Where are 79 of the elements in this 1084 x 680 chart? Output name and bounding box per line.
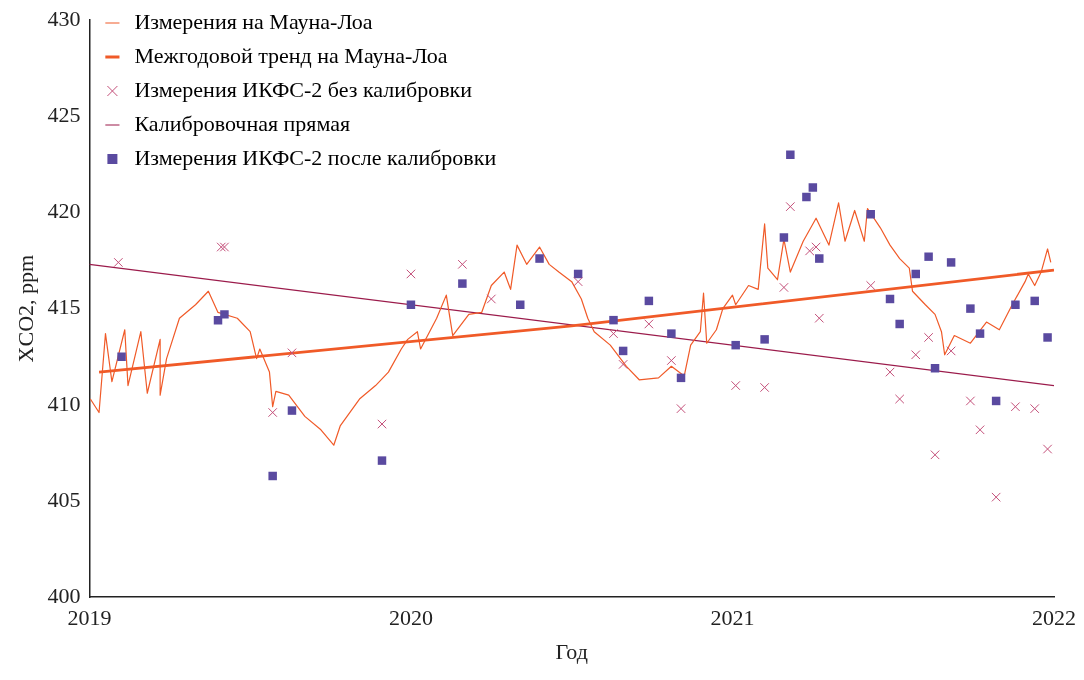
point bbox=[802, 192, 811, 202]
point bbox=[113, 257, 124, 268]
point bbox=[219, 242, 230, 252]
point bbox=[220, 310, 229, 319]
point bbox=[268, 471, 277, 481]
point bbox=[965, 396, 976, 406]
point bbox=[1043, 333, 1052, 342]
point bbox=[779, 233, 789, 242]
point bbox=[923, 332, 934, 343]
point bbox=[786, 150, 795, 159]
point bbox=[377, 419, 387, 429]
point bbox=[287, 348, 297, 358]
x-axis-title: Год bbox=[555, 638, 588, 664]
point bbox=[991, 492, 1001, 502]
point bbox=[644, 319, 654, 329]
point bbox=[885, 367, 895, 377]
y-tick-label: 410 bbox=[47, 390, 81, 416]
legend-label: Калибровочная прямая bbox=[134, 110, 351, 136]
x-tick-label: 2020 bbox=[388, 605, 433, 631]
point bbox=[1011, 300, 1020, 309]
x-tick-label: 2019 bbox=[67, 605, 112, 631]
point bbox=[618, 359, 628, 370]
point bbox=[666, 355, 677, 366]
y-tick-label: 400 bbox=[47, 582, 81, 608]
point bbox=[946, 258, 956, 267]
legend-label: Измерения ИКФС-2 после калибровки bbox=[134, 144, 497, 170]
point bbox=[930, 450, 940, 460]
y-tick-label: 430 bbox=[47, 5, 81, 31]
point bbox=[911, 269, 920, 279]
point bbox=[117, 352, 126, 361]
point bbox=[808, 183, 818, 192]
point bbox=[865, 280, 876, 291]
point bbox=[946, 346, 956, 356]
point bbox=[216, 242, 226, 252]
point bbox=[814, 313, 825, 323]
x-tick-label: 2022 bbox=[1032, 605, 1076, 631]
point bbox=[667, 329, 676, 338]
point bbox=[895, 319, 904, 329]
y-tick-label: 425 bbox=[47, 101, 81, 127]
point bbox=[458, 279, 467, 288]
point bbox=[924, 252, 933, 261]
legend-label: Измерения на Мауна-Лоа bbox=[134, 8, 373, 34]
y-axis-title: XCO2, ppm bbox=[12, 254, 38, 363]
point bbox=[785, 201, 796, 212]
point bbox=[731, 340, 740, 350]
point bbox=[608, 328, 619, 339]
point bbox=[975, 425, 985, 435]
y-tick-label: 420 bbox=[47, 198, 81, 224]
point bbox=[287, 406, 297, 415]
point bbox=[535, 254, 544, 263]
point bbox=[894, 394, 905, 404]
point bbox=[267, 407, 278, 418]
point bbox=[406, 269, 416, 279]
point bbox=[779, 282, 789, 293]
point bbox=[815, 254, 824, 263]
point bbox=[573, 276, 583, 287]
x-tick-label: 2021 bbox=[710, 605, 755, 631]
y-tick-label: 415 bbox=[47, 294, 81, 320]
point bbox=[1010, 401, 1021, 412]
point bbox=[760, 335, 769, 344]
legend-label: Межгодовой тренд на Мауна-Лоа bbox=[134, 42, 448, 68]
point bbox=[676, 403, 686, 414]
point bbox=[911, 350, 921, 360]
point bbox=[966, 304, 975, 313]
point bbox=[804, 246, 815, 256]
point bbox=[377, 456, 387, 465]
point bbox=[730, 380, 741, 391]
legend-label: Измерения ИКФС-2 без калибровки bbox=[134, 76, 473, 102]
point bbox=[457, 259, 468, 270]
point bbox=[486, 294, 497, 304]
point bbox=[1030, 296, 1039, 306]
y-tick-label: 405 bbox=[47, 486, 81, 512]
point bbox=[1029, 403, 1040, 414]
point bbox=[811, 242, 821, 252]
point bbox=[609, 315, 618, 325]
point bbox=[759, 382, 770, 393]
point bbox=[1042, 444, 1053, 454]
point bbox=[866, 210, 875, 219]
point bbox=[975, 329, 985, 338]
